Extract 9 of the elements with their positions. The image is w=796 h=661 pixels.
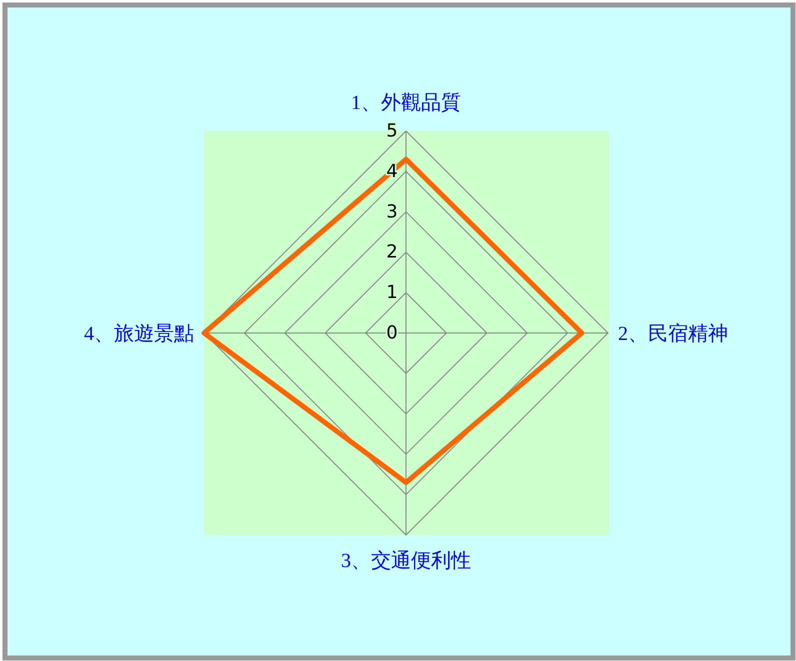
spoke-label: 4、旅遊景點 [84,323,194,345]
spoke-label: 3、交通便利性 [341,550,471,572]
spoke-label: 2、民宿精神 [618,322,728,345]
spoke-label: 1、外觀品質 [351,92,461,114]
y-tick-label: 3 [386,201,398,222]
y-tick-label: 2 [386,242,398,263]
y-tick-label: 1 [386,282,398,304]
y-tick-label: 0 [386,322,398,344]
y-tick-label: 5 [386,120,398,142]
